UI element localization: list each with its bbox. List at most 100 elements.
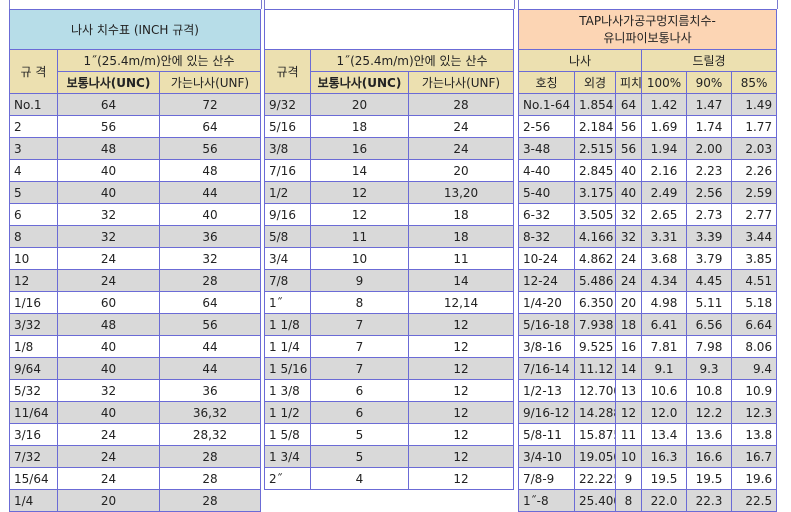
table-row: 2˝ 4 12 — [264, 467, 514, 490]
unf-cell: 13,20 — [408, 181, 514, 204]
drill-100-cell: 1.42 — [641, 93, 687, 116]
drill-100-cell: 13.4 — [641, 423, 687, 446]
drill-100-cell: 19.5 — [641, 467, 687, 490]
table-row: 6-32 3.505 32 2.65 2.73 2.77 — [518, 203, 778, 226]
pitch-cell: 64 — [615, 93, 642, 116]
od-cell: 12.700 — [574, 379, 616, 402]
unc-cell: 32 — [57, 379, 160, 402]
od-cell: 19.050 — [574, 445, 616, 468]
unf-cell: 12 — [408, 467, 514, 490]
unf-cell: 44 — [159, 335, 261, 358]
pitch-cell: 13 — [615, 379, 642, 402]
spec-cell: 6 — [9, 203, 58, 226]
threads-header: 1˝(25.4m/m)안에 있는 산수 — [310, 49, 514, 72]
spec-cell: 5/32 — [9, 379, 58, 402]
tap-title-line1: TAP나사가공구멍지름치수- — [579, 13, 716, 28]
drill-group-header: 드릴경 — [640, 49, 778, 72]
callout-cell: 7/8-9 — [518, 467, 575, 490]
spec-cell: 8 — [9, 225, 58, 248]
od-cell: 22.225 — [574, 467, 616, 490]
spec-cell: 1 1/8 — [264, 313, 311, 336]
drill-100-cell: 16.3 — [641, 445, 687, 468]
unf-cell: 24 — [408, 137, 514, 160]
unc-cell: 7 — [310, 357, 409, 380]
table-row: 12 24 28 — [9, 269, 261, 292]
table-row: 3/8-16 9.525 16 7.81 7.98 8.06 — [518, 335, 778, 358]
table-row: 5/32 32 36 — [9, 379, 261, 402]
drill-100-cell: 3.31 — [641, 225, 687, 248]
table-row: 3/4 10 11 — [264, 247, 514, 270]
od-cell: 9.525 — [574, 335, 616, 358]
spec-cell: 9/32 — [264, 93, 311, 116]
od-cell: 2.515 — [574, 137, 616, 160]
unc-cell: 4 — [310, 467, 409, 490]
unf-cell: 28,32 — [159, 423, 261, 446]
table-row: 3/16 24 28,32 — [9, 423, 261, 446]
table-row: 7/8 9 14 — [264, 269, 514, 292]
spec-cell: 1 3/8 — [264, 379, 311, 402]
spec-cell: 1 1/4 — [264, 335, 311, 358]
table-row: 7/16-14 11.12 14 9.1 9.3 9.4 — [518, 357, 778, 380]
unc-cell: 24 — [57, 467, 160, 490]
spec-cell: 3/8 — [264, 137, 311, 160]
spec-cell: 5 — [9, 181, 58, 204]
table-row: 9/64 40 44 — [9, 357, 261, 380]
drill-90-cell: 12.2 — [686, 401, 732, 424]
inch-table-title: 나사 치수표 (INCH 규격) — [9, 9, 261, 50]
drill-85-cell: 4.51 — [730, 269, 778, 292]
table-row: 1/8 40 44 — [9, 335, 261, 358]
unc-cell: 14 — [310, 159, 409, 182]
table-row: 15/64 24 28 — [9, 467, 261, 490]
table-row: 1 1/4 7 12 — [264, 335, 514, 358]
pitch-cell: 56 — [615, 115, 642, 138]
pitch-cell: 18 — [615, 313, 642, 336]
table-row: 1/2 12 13,20 — [264, 181, 514, 204]
od-cell: 4.166 — [574, 225, 616, 248]
unf-cell: 56 — [159, 137, 261, 160]
spec-header: 규격 — [264, 49, 311, 94]
spec-cell: 1/8 — [9, 335, 58, 358]
unf-cell: 64 — [159, 291, 261, 314]
pitch-cell: 40 — [615, 181, 642, 204]
unf-cell: 14 — [408, 269, 514, 292]
spec-cell: 11/64 — [9, 401, 58, 424]
od-cell: 15.875 — [574, 423, 616, 446]
od-cell: 1.854 — [574, 93, 616, 116]
unc-cell: 40 — [57, 159, 160, 182]
od-cell: 11.12 — [574, 357, 616, 380]
table-row: 1 5/8 5 12 — [264, 423, 514, 446]
drill-85-cell: 10.9 — [730, 379, 778, 402]
tap-drill-table: TAP나사가공구멍지름치수- 유니파이보통나사 나사 드릴경 호칭 외경 피치 … — [517, 9, 778, 512]
unc-cell: 12 — [310, 203, 409, 226]
drill-90-cell: 2.73 — [686, 203, 732, 226]
drill-85-cell: 3.44 — [730, 225, 778, 248]
pitch-cell: 9 — [615, 467, 642, 490]
od-cell: 4.862 — [574, 247, 616, 270]
unc-cell: 24 — [57, 423, 160, 446]
spec-cell: 2 — [9, 115, 58, 138]
drill-85-cell: 1.49 — [730, 93, 778, 116]
pitch-cell: 20 — [615, 291, 642, 314]
unc-cell: 7 — [310, 335, 409, 358]
unc-header: 보통나사(UNC) — [310, 71, 409, 94]
table-row: 4 40 48 — [9, 159, 261, 182]
drill-100-cell: 2.65 — [641, 203, 687, 226]
table-row: 1 3/4 5 12 — [264, 445, 514, 468]
drill-100-cell: 4.98 — [641, 291, 687, 314]
table-row: 1˝ 8 12,14 — [264, 291, 514, 314]
unf-cell: 12 — [408, 379, 514, 402]
callout-cell: 10-24 — [518, 247, 575, 270]
table-row: 3-48 2.515 56 1.94 2.00 2.03 — [518, 137, 778, 160]
strip-segment — [9, 0, 262, 9]
spec-cell: 3 — [9, 137, 58, 160]
unc-cell: 9 — [310, 269, 409, 292]
unf-cell: 18 — [408, 203, 514, 226]
table-row: 10-24 4.862 24 3.68 3.79 3.85 — [518, 247, 778, 270]
drill-85-cell: 19.6 — [730, 467, 778, 490]
spec-cell: 5/8 — [264, 225, 311, 248]
callout-cell: 9/16-12 — [518, 401, 575, 424]
table-row: 2 56 64 — [9, 115, 261, 138]
unf-cell: 72 — [159, 93, 261, 116]
unf-header: 가는나사(UNF) — [408, 71, 514, 94]
spec-cell: 1/16 — [9, 291, 58, 314]
